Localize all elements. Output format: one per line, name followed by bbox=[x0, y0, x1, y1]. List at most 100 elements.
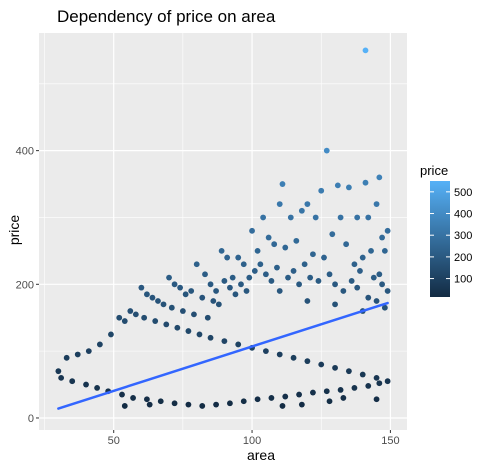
data-point bbox=[210, 298, 217, 304]
data-point bbox=[340, 288, 347, 294]
data-point bbox=[287, 214, 294, 221]
data-point bbox=[213, 401, 219, 408]
data-point bbox=[235, 254, 242, 261]
data-point bbox=[276, 351, 283, 358]
data-point bbox=[83, 381, 89, 388]
data-point bbox=[348, 278, 355, 284]
data-point bbox=[362, 179, 369, 186]
data-point bbox=[229, 274, 236, 281]
data-point bbox=[141, 314, 148, 321]
data-point bbox=[359, 254, 366, 261]
data-point bbox=[179, 308, 186, 314]
data-point bbox=[94, 384, 101, 391]
data-point bbox=[304, 358, 311, 365]
data-point bbox=[193, 261, 200, 268]
y-axis-title: price bbox=[6, 215, 22, 246]
legend-tick-label: 400 bbox=[454, 209, 472, 221]
data-point bbox=[144, 291, 150, 298]
data-point bbox=[227, 400, 233, 407]
data-point bbox=[251, 268, 258, 274]
x-tick-label: 100 bbox=[243, 435, 261, 447]
legend-title: price bbox=[420, 163, 448, 178]
data-point bbox=[174, 324, 181, 331]
data-point bbox=[157, 398, 164, 405]
data-point bbox=[182, 291, 189, 298]
data-point bbox=[69, 378, 76, 385]
data-point bbox=[144, 396, 150, 403]
legend: price 100 200 300 400 500 bbox=[420, 163, 472, 297]
data-point bbox=[345, 368, 352, 375]
data-point bbox=[262, 271, 269, 278]
data-point bbox=[265, 234, 272, 241]
data-point bbox=[271, 241, 278, 248]
data-point bbox=[368, 247, 374, 254]
data-point bbox=[384, 378, 391, 385]
y-axis: 0 200 400 bbox=[16, 146, 39, 425]
data-point bbox=[262, 348, 269, 355]
data-point bbox=[340, 395, 347, 401]
data-point bbox=[318, 361, 325, 368]
data-point bbox=[249, 227, 255, 234]
data-point bbox=[321, 254, 327, 261]
data-point bbox=[293, 237, 300, 244]
data-point bbox=[298, 401, 305, 408]
data-point bbox=[257, 261, 264, 268]
data-point bbox=[63, 354, 70, 361]
data-point bbox=[254, 247, 261, 254]
data-point bbox=[323, 147, 330, 154]
legend-ticks: 100 200 300 400 500 bbox=[430, 187, 472, 286]
data-point bbox=[326, 271, 333, 278]
data-point bbox=[379, 281, 385, 288]
x-axis-title: area bbox=[247, 447, 275, 463]
x-axis: 50 100 150 bbox=[108, 430, 400, 447]
data-point bbox=[373, 298, 380, 304]
data-point bbox=[310, 251, 316, 258]
data-point bbox=[276, 288, 283, 294]
data-point bbox=[215, 301, 222, 308]
data-point bbox=[326, 398, 333, 405]
data-point bbox=[55, 368, 62, 375]
data-point bbox=[171, 400, 178, 407]
data-point bbox=[152, 318, 159, 324]
data-point bbox=[315, 278, 322, 284]
data-point bbox=[240, 398, 247, 405]
data-point bbox=[202, 271, 208, 278]
data-point bbox=[138, 284, 145, 291]
data-point bbox=[279, 181, 286, 187]
data-point bbox=[240, 261, 247, 268]
data-point bbox=[279, 403, 286, 409]
data-point bbox=[149, 294, 156, 301]
data-point bbox=[351, 384, 358, 391]
data-point bbox=[304, 298, 311, 304]
data-point bbox=[132, 311, 139, 318]
data-point bbox=[196, 331, 203, 338]
legend-colorbar bbox=[430, 181, 450, 297]
chart-title: Dependency of price on area bbox=[57, 7, 276, 26]
data-point bbox=[357, 268, 363, 274]
data-point bbox=[285, 274, 291, 281]
data-point bbox=[332, 281, 338, 288]
data-point bbox=[384, 288, 391, 294]
data-point bbox=[243, 288, 250, 294]
data-point bbox=[332, 301, 338, 308]
data-point bbox=[365, 214, 372, 221]
data-point bbox=[304, 201, 311, 207]
data-point bbox=[191, 311, 197, 318]
x-tick-label: 50 bbox=[108, 435, 120, 447]
data-point bbox=[301, 261, 308, 268]
data-point bbox=[207, 281, 214, 288]
data-point bbox=[290, 354, 297, 361]
x-tick-label: 150 bbox=[381, 435, 399, 447]
data-point bbox=[307, 274, 314, 281]
legend-tick-label: 200 bbox=[454, 252, 472, 264]
data-point bbox=[199, 403, 206, 409]
data-point bbox=[384, 227, 391, 234]
data-point bbox=[227, 284, 233, 291]
data-point bbox=[373, 201, 380, 207]
data-point bbox=[312, 214, 319, 221]
data-point bbox=[260, 214, 267, 221]
data-point bbox=[379, 234, 385, 241]
data-point bbox=[373, 396, 380, 403]
data-point bbox=[362, 47, 369, 54]
